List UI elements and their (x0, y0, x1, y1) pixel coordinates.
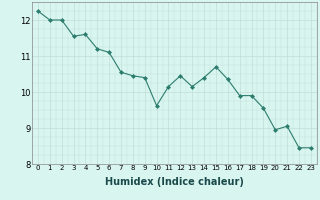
X-axis label: Humidex (Indice chaleur): Humidex (Indice chaleur) (105, 177, 244, 187)
